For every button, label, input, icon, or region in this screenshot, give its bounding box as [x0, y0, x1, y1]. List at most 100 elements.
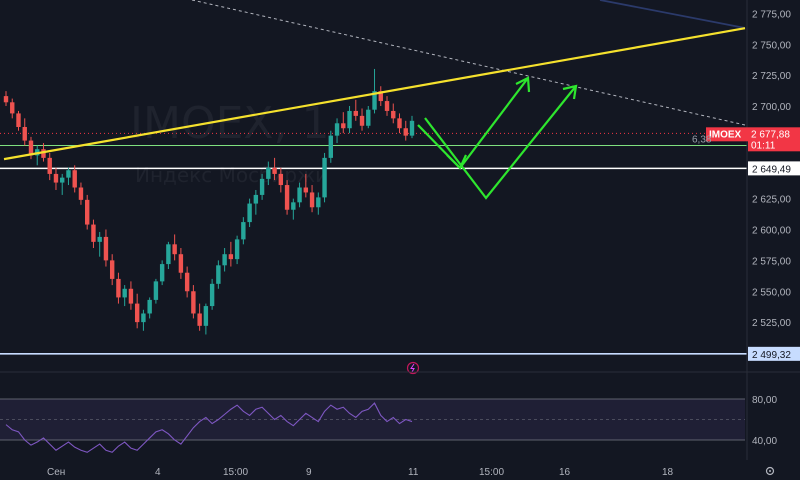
- time-axis[interactable]: Сен 4 15:00 9 11 15:00 16 18: [47, 467, 674, 478]
- blue-level-box: [748, 346, 800, 361]
- time-tick: 15:00: [479, 467, 504, 478]
- candle-body: [66, 170, 71, 178]
- candle-body: [28, 140, 34, 156]
- price-axis[interactable]: 2 775,00 2 750,00 2 725,00 2 700,00 2 62…: [752, 9, 791, 329]
- white-level-tag[interactable]: 2 649,49: [748, 161, 800, 176]
- candle-body: [85, 199, 90, 225]
- candle-body: [16, 113, 21, 127]
- candle-body: [91, 224, 96, 242]
- symbol-label: [706, 127, 748, 142]
- candle-body: [22, 126, 27, 141]
- candle-body: [197, 313, 202, 326]
- current-price-value: 2 677,88: [751, 129, 790, 140]
- candle-body: [328, 135, 333, 158]
- candle-body: [178, 254, 184, 273]
- candle-body: [228, 254, 234, 260]
- yellow-trendline[interactable]: [3, 27, 746, 161]
- candle-body: [378, 91, 383, 102]
- candle-body: [322, 157, 327, 198]
- candle-body: [209, 283, 215, 307]
- candle-body: [109, 260, 115, 279]
- candle-body: [397, 118, 402, 129]
- symbol-text: IMOEX: [709, 129, 742, 140]
- candle-body: [247, 203, 252, 223]
- dashed-trendline[interactable]: [191, 0, 746, 126]
- candle-body: [103, 236, 109, 261]
- price-tick: 2 575,00: [752, 256, 791, 267]
- candle-body: [347, 110, 352, 129]
- candle-body: [259, 178, 265, 195]
- candle-body: [60, 177, 65, 183]
- candle-body: [372, 91, 377, 110]
- candle-body: [278, 173, 284, 186]
- time-tick: 9: [306, 467, 312, 478]
- projection-arrow-1[interactable]: [417, 77, 529, 170]
- time-tick: 11: [408, 467, 419, 478]
- current-price-tag[interactable]: IMOEX 2 677,88 01:11: [706, 127, 800, 152]
- price-tick: 2 700,00: [752, 102, 791, 113]
- candle-body: [184, 272, 190, 292]
- time-tick: Сен: [47, 467, 65, 478]
- time-tick: 18: [662, 467, 674, 478]
- candle-body: [78, 187, 84, 200]
- watermark-subtitle: Индекс Мосбиржи: [135, 163, 328, 187]
- candle-body: [284, 185, 290, 210]
- price-tick: 2 750,00: [752, 40, 791, 51]
- candle-body: [128, 288, 134, 304]
- green-level-label: 6,38: [692, 135, 712, 146]
- blue-level-value: 2 499,32: [752, 350, 791, 361]
- candle-body: [291, 202, 296, 210]
- rsi-tick: 80,00: [752, 395, 777, 406]
- white-level-box: [748, 161, 800, 176]
- candle-body: [241, 222, 246, 240]
- candle-body: [47, 157, 52, 174]
- candle-body: [3, 96, 9, 103]
- candle-body: [10, 102, 15, 114]
- white-level-value: 2 649,49: [752, 164, 791, 175]
- arrow-head-2: [562, 84, 578, 100]
- candle-body: [216, 265, 221, 284]
- lightning-icon[interactable]: [406, 361, 420, 375]
- arrow-vertex-1: [446, 154, 467, 170]
- candle-body: [316, 197, 321, 208]
- candle-body: [166, 244, 171, 265]
- gear-icon[interactable]: [765, 466, 775, 476]
- candle-body: [153, 281, 159, 300]
- price-tick: 2 725,00: [752, 71, 791, 82]
- candle-body: [234, 239, 240, 260]
- candle-body: [359, 115, 365, 126]
- candle-body: [297, 187, 302, 203]
- watermark-symbol: IMOEX, 1: [130, 98, 329, 149]
- time-tick: 16: [559, 467, 571, 478]
- arrow-head-1: [515, 76, 531, 93]
- candle-body: [334, 123, 340, 136]
- rsi-line: [5, 402, 413, 453]
- price-tick: 2 550,00: [752, 287, 791, 298]
- candle-body: [147, 299, 152, 314]
- navy-trendline[interactable]: [599, 0, 746, 29]
- candle-body: [341, 123, 346, 129]
- candle-body: [172, 244, 177, 255]
- candle-body: [72, 170, 77, 188]
- candle-body: [403, 128, 408, 136]
- candle-body: [191, 291, 196, 314]
- candle-body: [253, 194, 259, 204]
- countdown-text: 01:11: [751, 140, 776, 151]
- price-tick: 2 600,00: [752, 226, 791, 237]
- projection-arrows[interactable]: [417, 76, 578, 200]
- candle-body: [116, 278, 121, 298]
- candle-body: [41, 149, 46, 158]
- time-tick: 15:00: [223, 467, 248, 478]
- rsi-axis[interactable]: 80,00 40,00: [752, 395, 777, 447]
- price-tick: 2 775,00: [752, 9, 791, 20]
- candle-body: [409, 120, 415, 136]
- candle-body: [366, 109, 371, 126]
- projection-arrow-2[interactable]: [424, 85, 577, 200]
- candle-body: [141, 313, 146, 323]
- candle-body: [97, 236, 102, 242]
- blue-level-tag[interactable]: 2 499,32: [748, 346, 800, 361]
- candle-body: [391, 110, 396, 119]
- candle-body: [222, 254, 227, 266]
- candle-body: [384, 101, 390, 111]
